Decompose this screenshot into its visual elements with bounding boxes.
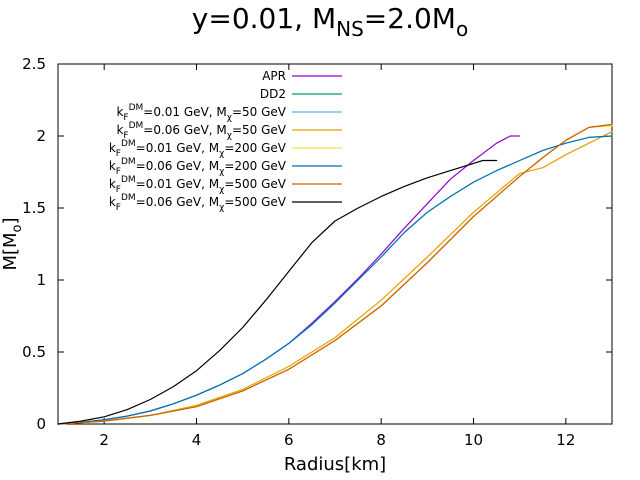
legend-label: kFDM=0.01 GeV, Mχ=200 GeV <box>109 139 287 159</box>
legend-label: kFDM=0.06 GeV, Mχ=500 GeV <box>109 193 287 213</box>
legend-label: kFDM=0.01 GeV, Mχ=500 GeV <box>109 175 287 195</box>
axis-ticks: 2 4 6 8 10 12 0 0.5 1 1.5 2 2.5 <box>22 55 612 449</box>
y-axis-label: M[Mo] <box>0 217 25 270</box>
y-tick-label: 1.5 <box>22 199 46 217</box>
y-tick-label: 2 <box>36 127 46 145</box>
x-tick-label: 10 <box>464 431 483 449</box>
chart-title: y=0.01, MNS=2.0Mo <box>192 2 468 41</box>
x-tick-label: 8 <box>376 431 386 449</box>
series-line-6 <box>57 135 613 425</box>
series-line-4 <box>57 131 613 425</box>
series-lines <box>57 123 613 425</box>
y-tick-label: 1 <box>36 271 46 289</box>
legend-label: kFDM=0.06 GeV, Mχ=200 GeV <box>109 157 287 177</box>
x-tick-label: 12 <box>556 431 575 449</box>
legend-label: DD2 <box>260 87 286 101</box>
x-tick-label: 6 <box>284 431 294 449</box>
legend-label: kFDM=0.06 GeV, Mχ=50 GeV <box>116 121 286 141</box>
y-tick-label: 0.5 <box>22 343 46 361</box>
series-line-8 <box>57 159 498 425</box>
y-tick-label: 0 <box>36 415 46 433</box>
legend-label: APR <box>262 69 286 83</box>
x-axis-label: Radius[km] <box>284 454 386 475</box>
x-tick-label: 4 <box>192 431 202 449</box>
series-line-7 <box>57 123 613 425</box>
plot-frame <box>57 63 613 425</box>
legend-label: kFDM=0.01 GeV, Mχ=50 GeV <box>116 103 286 123</box>
y-tick-label: 2.5 <box>22 55 46 73</box>
x-tick-label: 2 <box>99 431 109 449</box>
